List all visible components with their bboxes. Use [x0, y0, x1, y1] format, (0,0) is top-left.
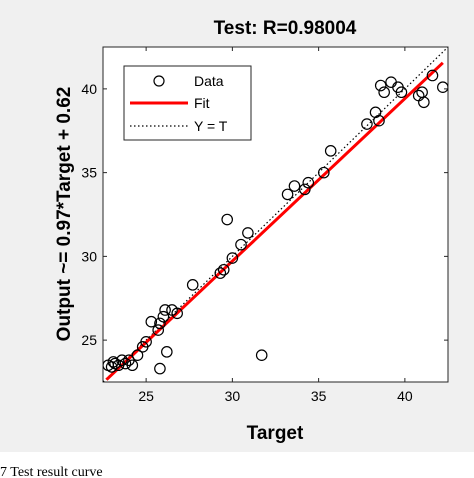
data-point	[437, 81, 448, 93]
y-axis-ticks: 25 30 35 40	[81, 81, 448, 348]
data-point	[161, 346, 173, 358]
chart-title: Test: R=0.98004	[214, 18, 357, 39]
y-tick-label: 25	[81, 332, 97, 348]
x-axis-label: Target	[247, 423, 304, 444]
x-tick-label: 25	[138, 388, 154, 404]
data-point	[288, 180, 301, 192]
data-point	[171, 307, 183, 320]
data-point	[145, 315, 158, 328]
data-point	[221, 213, 233, 226]
x-tick-label: 30	[225, 388, 241, 404]
data-point	[255, 349, 268, 361]
legend-label-fit: Fit	[194, 95, 210, 111]
data-point	[395, 86, 408, 99]
legend-label-data: Data	[194, 73, 224, 89]
data-point	[152, 324, 164, 336]
data-point	[235, 238, 247, 251]
data-point	[154, 317, 166, 330]
plot-inner	[103, 47, 448, 382]
data-point	[361, 118, 373, 130]
x-tick-label: 40	[397, 388, 413, 404]
data-point	[418, 96, 430, 109]
legend: Data Fit Y = T	[123, 65, 252, 141]
legend-label-identity: Y = T	[194, 118, 228, 134]
data-point	[324, 145, 337, 157]
data-point	[378, 86, 390, 99]
y-tick-label: 35	[81, 165, 97, 181]
identity-line	[103, 47, 448, 382]
data-point	[116, 354, 128, 367]
data-point	[317, 166, 330, 179]
data-point	[242, 227, 254, 239]
data-point	[107, 356, 120, 368]
data-point	[119, 357, 132, 370]
data-point	[131, 349, 144, 361]
data-point	[126, 359, 139, 372]
data-point	[426, 69, 439, 82]
y-tick-label: 30	[81, 248, 97, 264]
data-point	[299, 183, 311, 196]
data-point	[159, 304, 171, 316]
x-axis-ticks: 25 30 35 40	[138, 47, 413, 404]
data-point	[157, 310, 170, 323]
data-point	[281, 188, 294, 201]
y-tick-label: 40	[81, 81, 97, 97]
data-point	[154, 362, 166, 375]
x-tick-label: 35	[311, 388, 327, 404]
data-point	[374, 79, 387, 92]
data-point	[302, 176, 315, 189]
plot-content	[103, 47, 448, 382]
data-point	[226, 252, 239, 264]
data-point	[105, 361, 118, 373]
data-point	[140, 335, 152, 348]
y-axis-label: Output ~= 0.97*Target + 0.62	[54, 87, 75, 342]
legend-data-marker	[153, 75, 165, 87]
data-point	[186, 279, 199, 291]
data-point	[214, 267, 227, 279]
figure-caption: 7 Test result curve	[0, 465, 103, 478]
data-point	[217, 263, 230, 276]
data-point	[373, 114, 385, 127]
